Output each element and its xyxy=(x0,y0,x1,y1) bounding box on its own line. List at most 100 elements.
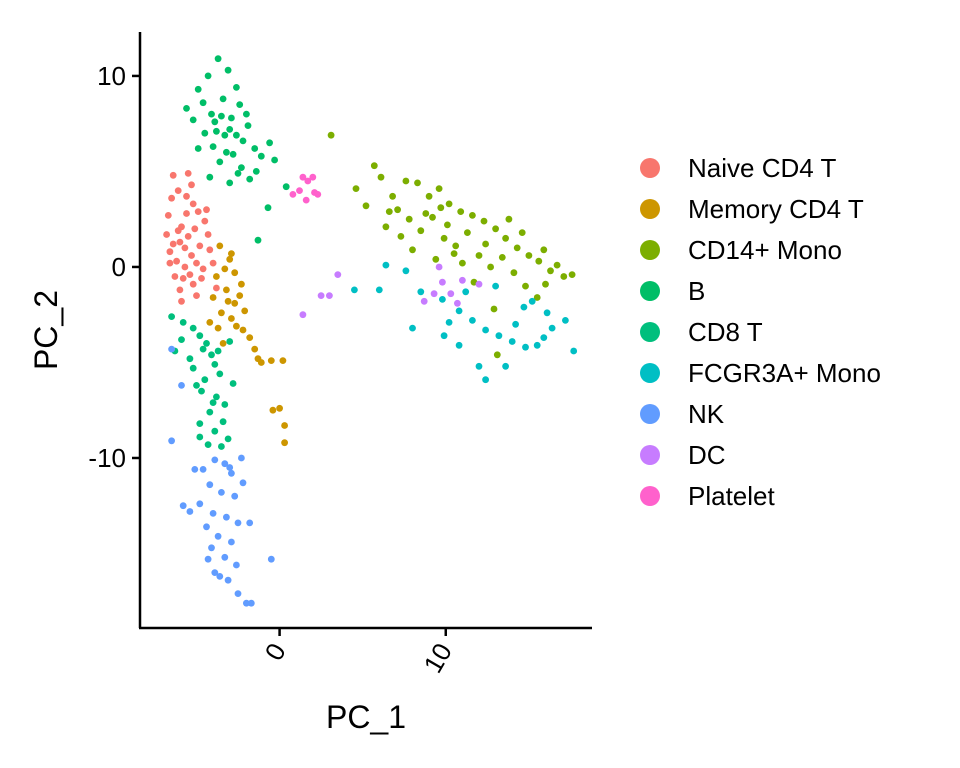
data-point xyxy=(186,355,194,363)
data-point xyxy=(229,380,237,387)
data-point xyxy=(271,156,278,164)
series-2 xyxy=(327,131,576,359)
data-point xyxy=(266,139,273,147)
data-point xyxy=(444,221,451,229)
data-point xyxy=(351,286,358,294)
data-point xyxy=(234,170,242,177)
data-point xyxy=(414,179,421,187)
data-point xyxy=(189,324,197,332)
data-point xyxy=(548,324,556,332)
data-point xyxy=(439,296,446,303)
data-point xyxy=(469,212,476,219)
data-point xyxy=(226,255,234,263)
data-point xyxy=(533,341,541,349)
data-point xyxy=(247,599,255,607)
data-point xyxy=(213,284,220,292)
data-point xyxy=(221,460,229,468)
data-point xyxy=(281,439,288,447)
data-point xyxy=(377,173,385,181)
data-point xyxy=(196,433,204,441)
data-point xyxy=(218,489,225,496)
legend-label: B xyxy=(688,276,705,306)
data-point xyxy=(216,573,224,580)
data-point xyxy=(495,332,503,340)
data-point xyxy=(238,280,245,288)
data-point xyxy=(178,382,185,389)
data-point xyxy=(228,469,235,477)
data-point xyxy=(211,569,219,576)
data-point xyxy=(206,481,214,489)
data-point xyxy=(216,242,224,250)
legend-marker xyxy=(640,404,660,424)
data-point xyxy=(302,196,310,204)
legend-marker xyxy=(640,486,660,506)
data-point xyxy=(196,500,204,508)
legend-item: CD14+ Mono xyxy=(640,235,842,265)
data-point xyxy=(221,401,229,408)
y-tick-label: -10 xyxy=(88,443,126,473)
data-point xyxy=(213,273,220,280)
data-point xyxy=(547,267,554,275)
data-point xyxy=(508,338,516,345)
data-point xyxy=(281,422,288,429)
data-point xyxy=(304,177,312,185)
data-point xyxy=(402,177,410,185)
series-0 xyxy=(163,170,220,305)
data-point xyxy=(206,173,214,181)
data-point xyxy=(535,257,543,265)
data-point xyxy=(243,110,250,118)
data-point xyxy=(186,508,194,515)
data-point xyxy=(429,213,436,221)
data-point xyxy=(203,340,210,347)
data-point xyxy=(450,250,458,257)
data-point xyxy=(219,95,227,103)
data-point xyxy=(233,322,240,330)
data-point xyxy=(216,158,224,166)
data-point xyxy=(223,286,230,294)
ticks-layer: 10 0 -10 0 10 xyxy=(88,61,458,678)
data-point xyxy=(528,297,536,305)
data-point xyxy=(201,376,209,384)
data-point xyxy=(229,150,237,158)
data-point xyxy=(234,519,242,527)
legend-item: CD8 T xyxy=(640,317,763,347)
data-point xyxy=(208,351,215,359)
data-point xyxy=(214,324,222,332)
data-point xyxy=(493,351,501,359)
data-point xyxy=(455,307,463,315)
data-point xyxy=(201,217,209,225)
data-point xyxy=(204,555,212,563)
data-point xyxy=(173,257,181,265)
data-point xyxy=(194,208,202,216)
y-tick-label: 10 xyxy=(97,61,126,91)
data-point xyxy=(498,254,506,261)
data-point xyxy=(216,370,224,378)
data-point xyxy=(221,553,229,561)
data-point xyxy=(186,271,194,278)
data-point xyxy=(518,229,526,237)
data-point xyxy=(188,181,195,189)
data-point xyxy=(233,131,240,139)
data-point xyxy=(352,185,360,193)
data-point xyxy=(482,326,489,334)
data-point xyxy=(198,275,205,282)
data-point xyxy=(176,238,184,246)
data-point xyxy=(522,282,529,290)
data-point xyxy=(199,265,207,273)
data-point xyxy=(211,456,219,464)
data-point xyxy=(417,288,425,296)
data-point xyxy=(226,179,234,187)
data-point xyxy=(264,204,272,212)
data-point xyxy=(194,85,202,93)
data-point xyxy=(176,286,184,294)
data-point xyxy=(432,255,440,263)
data-point xyxy=(211,361,219,368)
data-point xyxy=(168,437,176,445)
legend-label: FCGR3A+ Mono xyxy=(688,358,881,388)
data-point xyxy=(224,297,232,305)
data-point xyxy=(233,84,240,91)
data-point xyxy=(211,118,219,126)
data-point xyxy=(214,347,222,355)
data-point xyxy=(179,319,187,326)
data-point xyxy=(246,334,254,341)
